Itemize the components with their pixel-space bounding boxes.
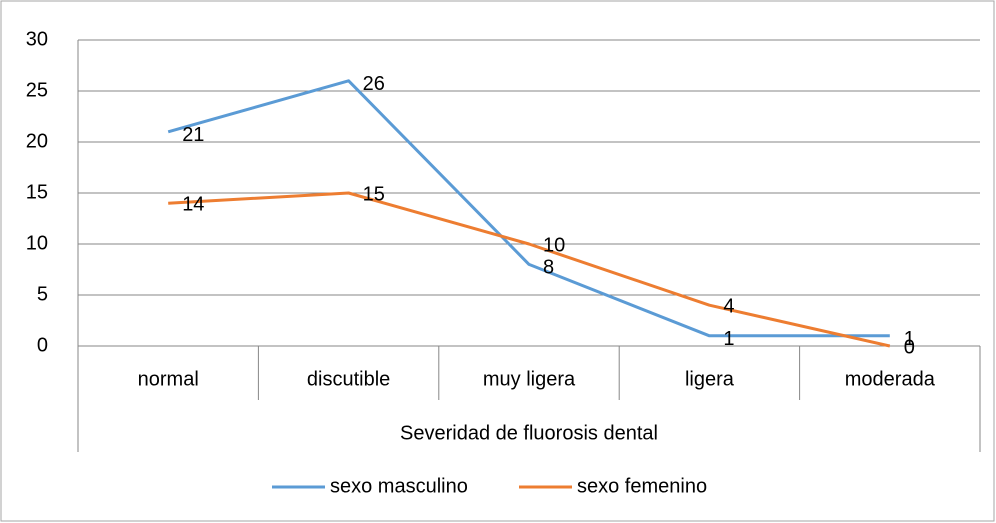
y-tick-label: 0	[37, 334, 48, 356]
series-line	[168, 191, 891, 348]
data-label: 21	[182, 124, 204, 146]
x-tick-label: ligera	[685, 368, 735, 390]
data-label: 15	[363, 183, 385, 205]
y-tick-label: 5	[37, 283, 48, 305]
y-tick-label: 20	[26, 130, 48, 152]
data-label: 26	[363, 73, 385, 95]
y-tick-label: 10	[26, 232, 48, 254]
data-label: 4	[723, 295, 734, 317]
data-label: 10	[543, 234, 565, 256]
x-tick-label: discutible	[307, 368, 390, 390]
x-tick-label: moderada	[845, 368, 936, 390]
data-label: 1	[904, 328, 915, 350]
x-tick-label: muy ligera	[483, 368, 576, 390]
legend-label: sexo masculino	[330, 475, 468, 497]
series-line	[167, 79, 890, 338]
data-label: 1	[723, 328, 734, 350]
y-tick-label: 15	[26, 181, 48, 203]
data-label: 0	[904, 336, 915, 358]
data-label: 14	[182, 193, 204, 215]
y-tick-label: 30	[26, 28, 48, 50]
y-tick-label: 25	[26, 79, 48, 101]
legend-label: sexo femenino	[577, 475, 707, 497]
x-axis-title: Severidad de fluorosis dental	[400, 422, 658, 444]
x-tick-label: normal	[138, 368, 199, 390]
data-label: 8	[543, 257, 554, 279]
